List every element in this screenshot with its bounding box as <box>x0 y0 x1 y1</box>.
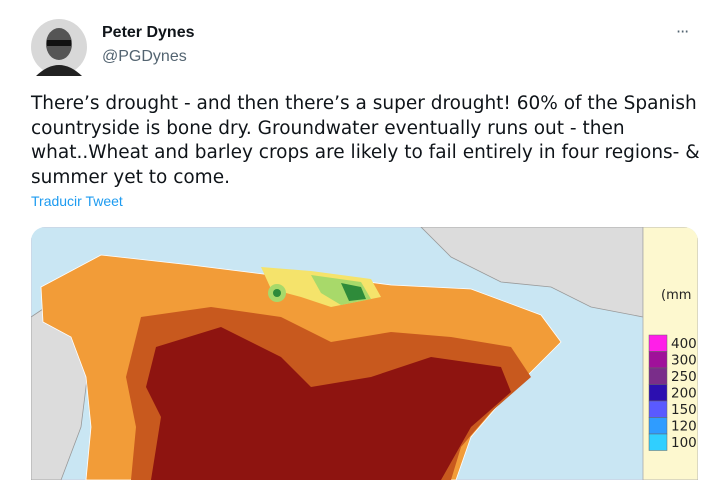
legend-label: 150 <box>671 402 697 418</box>
legend-swatch <box>648 334 668 352</box>
author-name[interactable]: Peter Dynes <box>102 24 195 41</box>
translate-link[interactable]: Traducir Tweet <box>31 193 123 209</box>
avatar[interactable] <box>30 18 88 76</box>
legend-swatch <box>648 433 668 451</box>
legend-swatch <box>648 400 668 418</box>
author-handle[interactable]: @PGDynes <box>102 48 187 65</box>
legend-swatch <box>648 417 668 435</box>
tweet-text-line: countryside is bone dry. Groundwater eve… <box>31 117 625 139</box>
legend-label: 400 <box>671 336 697 352</box>
legend-swatch <box>648 384 668 402</box>
legend-label: 120 <box>671 419 697 435</box>
legend-swatch <box>648 367 668 385</box>
tweet-text-line: summer yet to come. <box>31 166 230 188</box>
legend-title: (mm <box>661 288 691 303</box>
tweet-text-line: what..Wheat and barley crops are likely … <box>31 142 700 163</box>
more-menu[interactable]: ··· <box>676 22 689 41</box>
tweet-text-line: There’s drought - and then there’s a sup… <box>31 93 697 114</box>
legend-label: 200 <box>671 386 697 402</box>
legend-label: 300 <box>671 353 697 369</box>
legend-label: 250 <box>671 369 697 385</box>
legend-swatch <box>648 351 668 369</box>
legend-label: 100 <box>671 435 697 451</box>
